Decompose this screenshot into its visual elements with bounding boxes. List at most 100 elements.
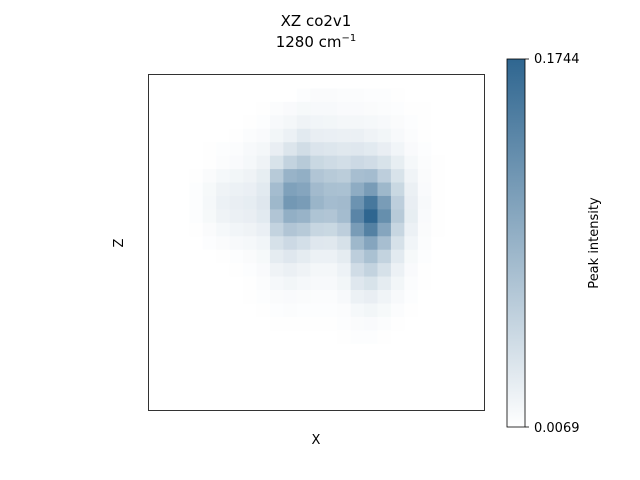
heatmap-cell (243, 75, 257, 89)
heatmap-cell (310, 222, 325, 237)
heatmap-cell (390, 343, 405, 358)
heatmap-cell (229, 195, 244, 210)
heatmap-cell (296, 384, 311, 398)
heatmap-cell (458, 357, 472, 371)
heatmap-cell (377, 155, 392, 170)
heatmap-cell (175, 142, 190, 156)
heatmap-cell (417, 330, 432, 345)
heatmap-cell (350, 263, 365, 277)
heatmap-cell (390, 182, 405, 197)
heatmap-cell (350, 343, 365, 358)
heatmap-cell (283, 88, 298, 103)
heatmap-cell (256, 384, 271, 398)
heatmap-cell (350, 384, 365, 398)
heatmap-cell (296, 276, 311, 291)
heatmap-cell (458, 155, 472, 170)
heatmap-cell (243, 303, 257, 318)
heatmap-cell (189, 209, 204, 224)
heatmap-cell (471, 115, 486, 130)
heatmap-cell (458, 384, 472, 398)
heatmap-cell (417, 169, 432, 183)
heatmap-cell (269, 397, 284, 412)
heatmap-cell (283, 370, 298, 385)
heatmap-cell (216, 290, 230, 304)
heatmap-cell (364, 115, 378, 130)
heatmap-cell (216, 276, 230, 291)
heatmap-cell (364, 101, 378, 116)
heatmap-cell (269, 101, 284, 116)
heatmap-cell (149, 343, 163, 358)
heatmap-cell (444, 303, 459, 318)
heatmap-cell (283, 357, 298, 371)
heatmap-cell (458, 276, 472, 291)
heatmap-cell (202, 128, 217, 143)
heatmap-cell (189, 236, 204, 251)
heatmap-cell (296, 155, 311, 170)
heatmap-cell (471, 209, 486, 224)
heatmap-cell (202, 209, 217, 224)
heatmap-cell (243, 209, 257, 224)
heatmap-cell (243, 263, 257, 277)
heatmap-cell (471, 330, 486, 345)
heatmap-cell (337, 236, 351, 251)
heatmap-cell (458, 222, 472, 237)
heatmap-cell (175, 222, 190, 237)
heatmap-cell (296, 115, 311, 130)
heatmap-cell (417, 316, 432, 331)
heatmap-cell (350, 182, 365, 197)
heatmap-cell (458, 236, 472, 251)
heatmap-cell (256, 370, 271, 385)
heatmap-cell (444, 236, 459, 251)
heatmap-cell (444, 343, 459, 358)
heatmap-cell (229, 128, 244, 143)
heatmap-cell (404, 115, 419, 130)
heatmap-cell (377, 303, 392, 318)
heatmap-cell (162, 209, 177, 224)
heatmap-cell (229, 222, 244, 237)
heatmap-cell (404, 249, 419, 264)
heatmap-cell (337, 249, 351, 264)
heatmap-cell (296, 142, 311, 156)
heatmap-cell (417, 115, 432, 130)
heatmap-cell (350, 101, 365, 116)
heatmap-cell (390, 155, 405, 170)
heatmap-cell (296, 249, 311, 264)
heatmap-cell (310, 276, 325, 291)
heatmap-cell (444, 330, 459, 345)
colorbar-frame (506, 58, 526, 428)
heatmap-cell (431, 397, 445, 412)
heatmap-cell (283, 75, 298, 89)
heatmap-cell (256, 209, 271, 224)
heatmap-cell (364, 397, 378, 412)
heatmap-cell (364, 370, 378, 385)
heatmap-cell (323, 209, 338, 224)
heatmap-cell (431, 182, 445, 197)
heatmap-cell (202, 115, 217, 130)
heatmap-cell (377, 330, 392, 345)
heatmap-cell (229, 75, 244, 89)
heatmap-cell (149, 75, 163, 89)
heatmap-cell (364, 209, 378, 224)
heatmap-cell (337, 115, 351, 130)
heatmap-cell (323, 384, 338, 398)
heatmap-cell (310, 357, 325, 371)
heatmap-cell (323, 316, 338, 331)
heatmap-cell (149, 330, 163, 345)
heatmap-cell (431, 370, 445, 385)
heatmap-cell (283, 276, 298, 291)
heatmap-cell (350, 316, 365, 331)
heatmap-cell (202, 290, 217, 304)
heatmap-cell (310, 343, 325, 358)
heatmap-cell (243, 155, 257, 170)
heatmap-cell (216, 303, 230, 318)
heatmap-cell (202, 316, 217, 331)
heatmap-cell (175, 169, 190, 183)
heatmap-cell (269, 276, 284, 291)
heatmap-cell (269, 155, 284, 170)
heatmap-cell (431, 290, 445, 304)
heatmap-cell (337, 101, 351, 116)
heatmap-cell (296, 263, 311, 277)
heatmap-cell (216, 397, 230, 412)
heatmap-cell (256, 290, 271, 304)
heatmap-cell (337, 128, 351, 143)
